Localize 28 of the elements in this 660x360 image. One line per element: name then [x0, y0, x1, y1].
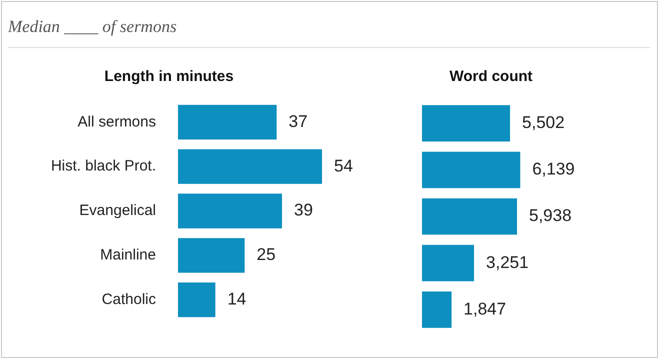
bar: [422, 198, 518, 235]
bar: [422, 244, 474, 282]
bar: [178, 104, 277, 140]
y-tick-label: Catholic: [102, 290, 156, 308]
y-tick-label: Mainline: [100, 246, 156, 264]
chart-title: Length in minutes: [104, 68, 234, 86]
data-label: 37: [288, 112, 308, 131]
bar: [178, 238, 245, 273]
data-label: 5,502: [522, 112, 565, 132]
data-label: 39: [294, 200, 313, 220]
bar: [422, 105, 510, 142]
data-label: 3,251: [486, 252, 529, 272]
bar: [422, 292, 452, 328]
data-label: 14: [227, 289, 246, 308]
y-tick-label: Evangelical: [79, 202, 156, 220]
bar: [178, 149, 322, 184]
data-label: 54: [334, 156, 353, 176]
y-tick-label: Hist. black Prot.: [50, 158, 156, 175]
bar: [178, 282, 216, 318]
text: Median ____ of sermons: [8, 17, 177, 37]
bar: [178, 194, 282, 228]
data-label: 1,847: [464, 299, 506, 318]
y-tick-label: All sermons: [78, 113, 156, 130]
chart-title: Word count: [449, 68, 533, 86]
data-label: 25: [256, 245, 276, 264]
bar: [422, 152, 520, 188]
data-label: 5,938: [529, 206, 572, 226]
data-label: 6,139: [532, 160, 575, 179]
